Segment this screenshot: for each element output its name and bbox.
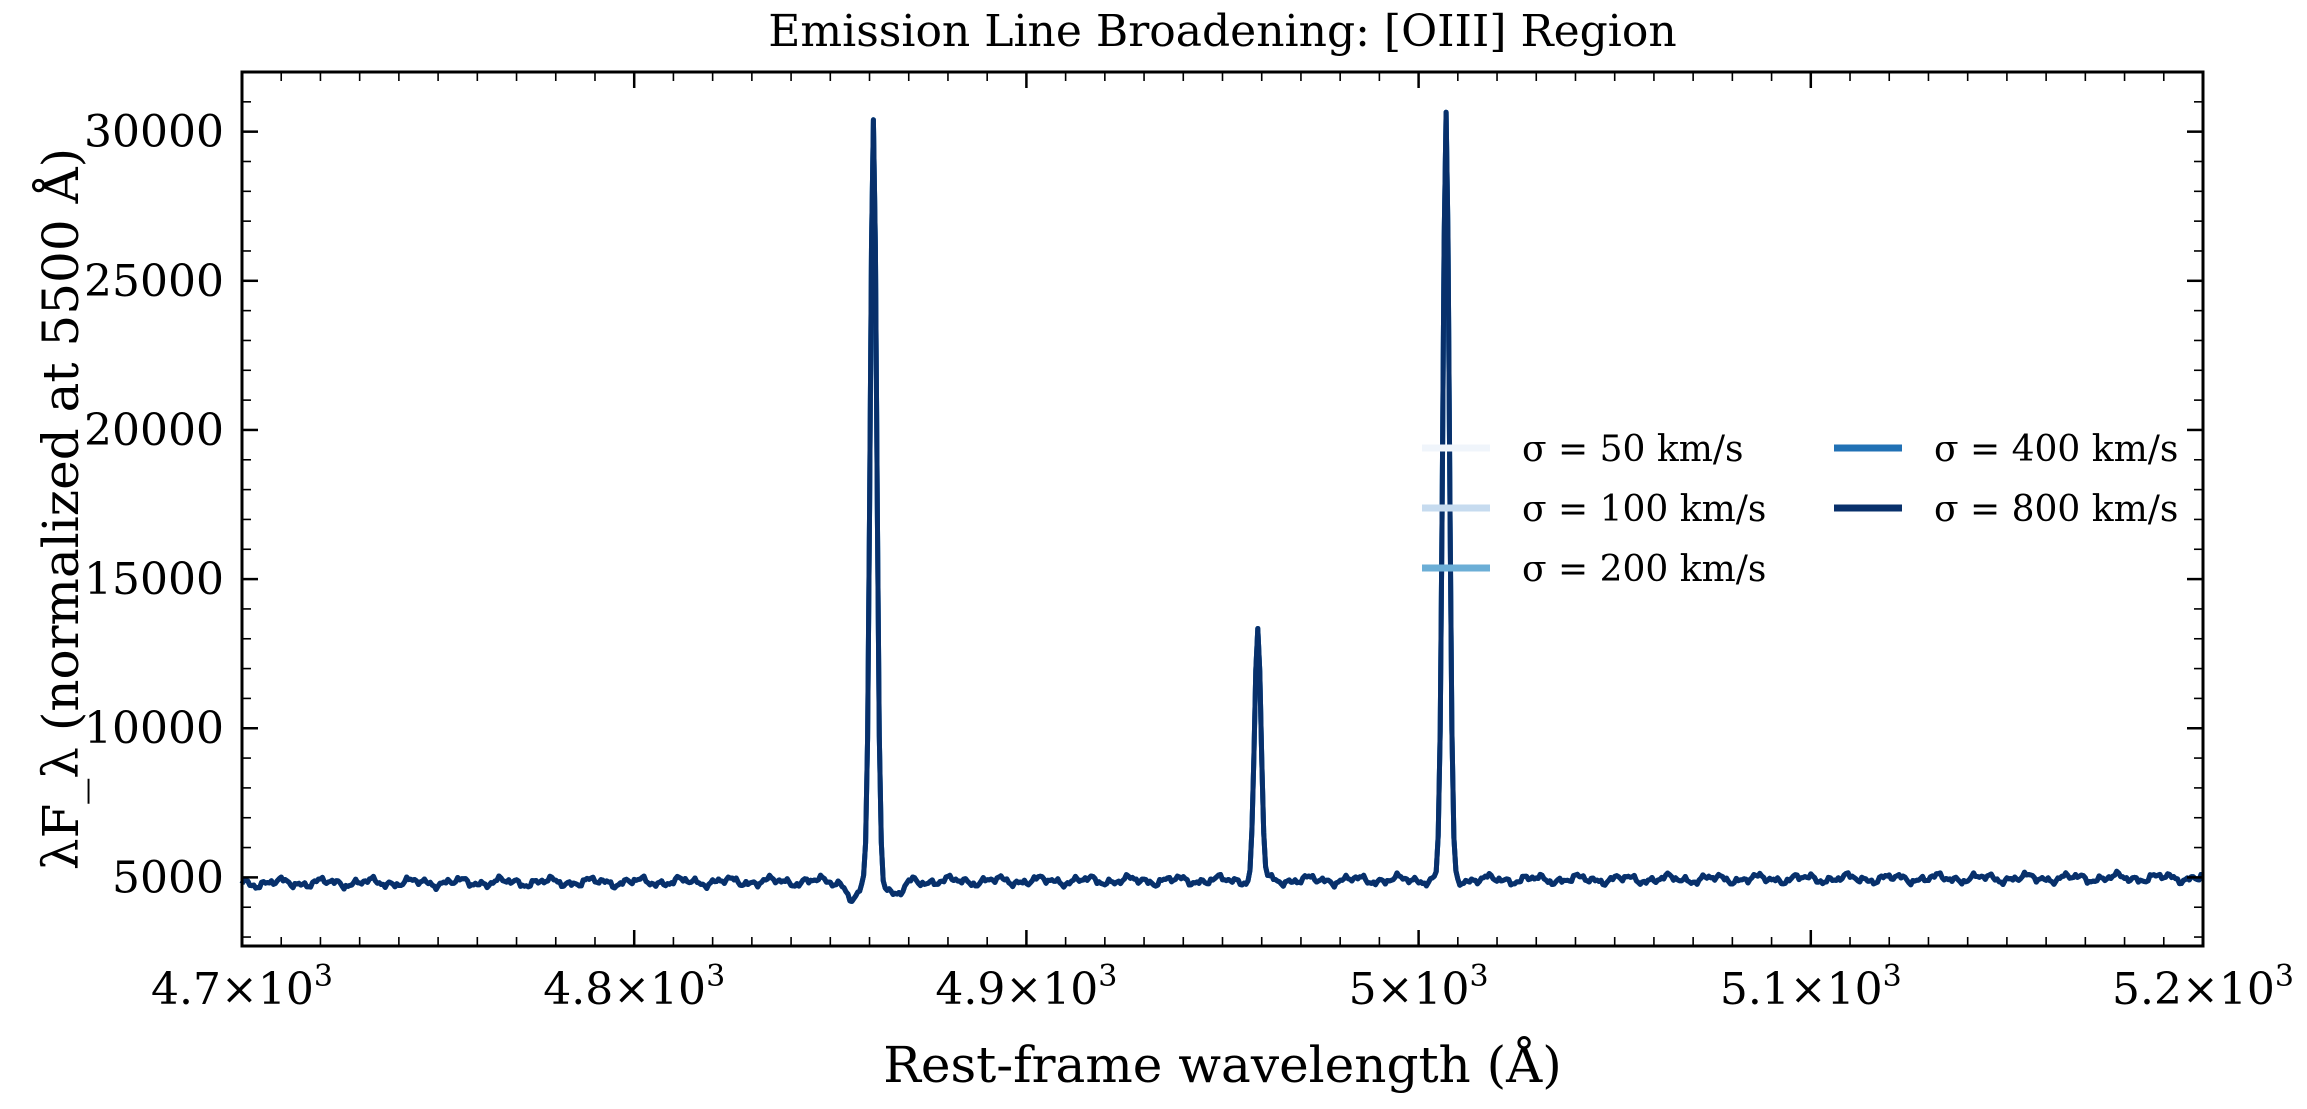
x-tick-label: 5.1×103	[1720, 959, 1902, 1015]
chart-title: Emission Line Broadening: [OIII] Region	[768, 6, 1676, 57]
x-tick-label: 4.8×103	[543, 959, 725, 1015]
plot-frame	[240, 70, 2205, 948]
series-line-3	[239, 109, 2204, 904]
y-tick-label: 10000	[84, 703, 224, 754]
legend-label: σ = 100 km/s	[1522, 489, 1766, 530]
series-line-1	[239, 109, 2204, 904]
y-axis-label: λF_λ (normalized at 5500 Å)	[31, 148, 90, 870]
legend-label: σ = 200 km/s	[1522, 549, 1766, 590]
legend-label: σ = 400 km/s	[1934, 429, 2178, 470]
series-line-5	[239, 109, 2204, 904]
x-tick-label: 5.2×103	[2112, 959, 2294, 1015]
legend-label: σ = 50 km/s	[1522, 429, 1743, 470]
x-tick-label: 5×103	[1349, 959, 1489, 1015]
y-tick-label: 25000	[84, 256, 224, 307]
series-layer	[239, 109, 2204, 904]
ticks-layer: 4.7×103 4.8×103 4.9×103 5×103 5.1×103 5.2×103…	[84, 72, 2294, 1015]
y-tick-label: 30000	[84, 107, 224, 158]
y-tick-label: 5000	[112, 852, 224, 903]
series-line-2	[239, 109, 2204, 904]
x-axis-label: Rest-frame wavelength (Å)	[883, 1035, 1562, 1094]
y-tick-label: 20000	[84, 405, 224, 456]
legend: σ = 50 km/s σ = 100 km/s σ = 200 km/s σ = 4…	[1422, 429, 2178, 590]
legend-label: σ = 800 km/s	[1934, 489, 2178, 530]
series-line-4	[239, 109, 2204, 904]
x-tick-label: 4.9×103	[935, 959, 1117, 1015]
x-tick-label: 4.7×103	[151, 959, 333, 1015]
y-tick-label: 15000	[84, 554, 224, 605]
